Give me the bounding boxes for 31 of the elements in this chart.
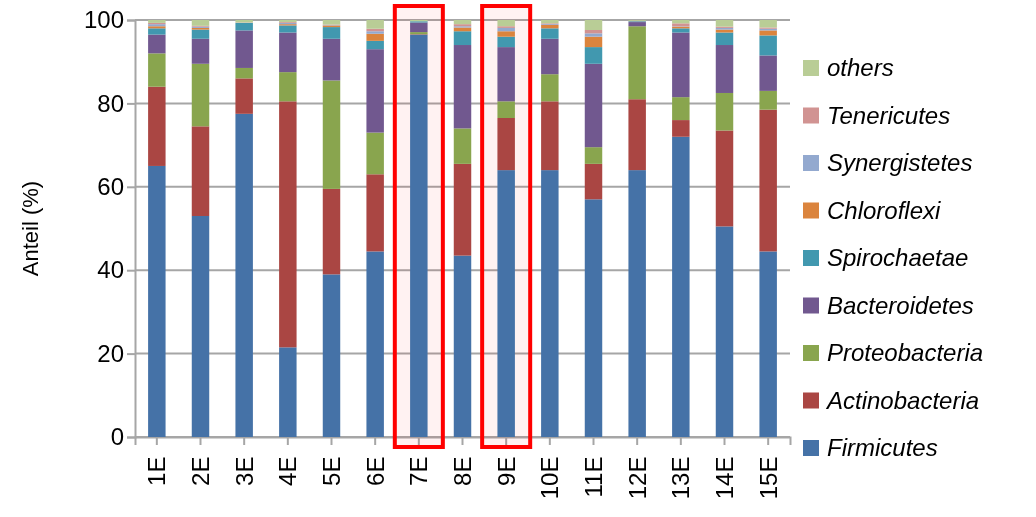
x-tick-label: 9E [492, 456, 520, 486]
legend-label: Synergistetes [827, 149, 973, 177]
legend-label: Spirochaetae [827, 244, 969, 272]
x-tick-label: 3E [230, 456, 258, 486]
x-tick-label: 2E [186, 456, 214, 486]
x-tick-label: 13E [667, 456, 695, 500]
legend-label: Proteobacteria [827, 339, 984, 367]
legend-label: Firmicutes [827, 434, 938, 462]
y-tick-label: 20 [97, 339, 124, 367]
x-tick-label: 11E [579, 456, 607, 498]
x-tick-label: 7E [405, 456, 433, 486]
y-tick-label: 60 [97, 172, 124, 200]
x-tick-label: 10E [536, 456, 564, 500]
x-tick-label: 6E [361, 456, 389, 486]
x-tick-label: 1E [143, 456, 171, 486]
legend-label: Chloroflexi [827, 196, 942, 224]
x-tick-label: 4E [274, 456, 302, 486]
x-tick-label: 5E [317, 456, 345, 486]
legend-label: Tenericutes [827, 101, 951, 129]
y-tick-label: 40 [97, 256, 124, 284]
y-tick-label: 80 [97, 89, 124, 117]
x-tick-label: 8E [448, 456, 476, 486]
legend-label: Bacteroidetes [827, 291, 974, 319]
x-tick-label: 12E [623, 456, 651, 500]
legend-label: Actinobacteria [825, 386, 980, 414]
x-tick-label: 14E [710, 456, 738, 500]
legend-label: others [827, 54, 894, 82]
y-tick-label: 0 [110, 423, 124, 451]
x-tick-label: 15E [754, 456, 782, 500]
y-tick-label: 100 [83, 6, 124, 34]
y-axis-title: Anteil (%) [18, 180, 43, 277]
